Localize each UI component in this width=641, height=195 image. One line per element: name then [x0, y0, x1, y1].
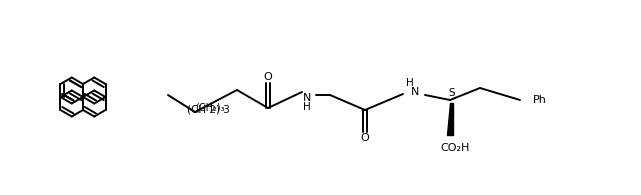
- Text: O: O: [361, 133, 369, 143]
- Text: (CH₂)₃: (CH₂)₃: [196, 103, 225, 113]
- Polygon shape: [447, 103, 453, 135]
- Text: H: H: [406, 78, 414, 88]
- Text: N: N: [411, 87, 419, 97]
- Text: Ph: Ph: [533, 95, 547, 105]
- Text: S: S: [449, 88, 455, 98]
- Text: (CH 2) 3: (CH 2) 3: [187, 104, 229, 114]
- Text: O: O: [263, 72, 272, 82]
- Text: CO₂H: CO₂H: [440, 143, 470, 153]
- Text: N: N: [303, 93, 311, 103]
- Text: H: H: [303, 102, 311, 112]
